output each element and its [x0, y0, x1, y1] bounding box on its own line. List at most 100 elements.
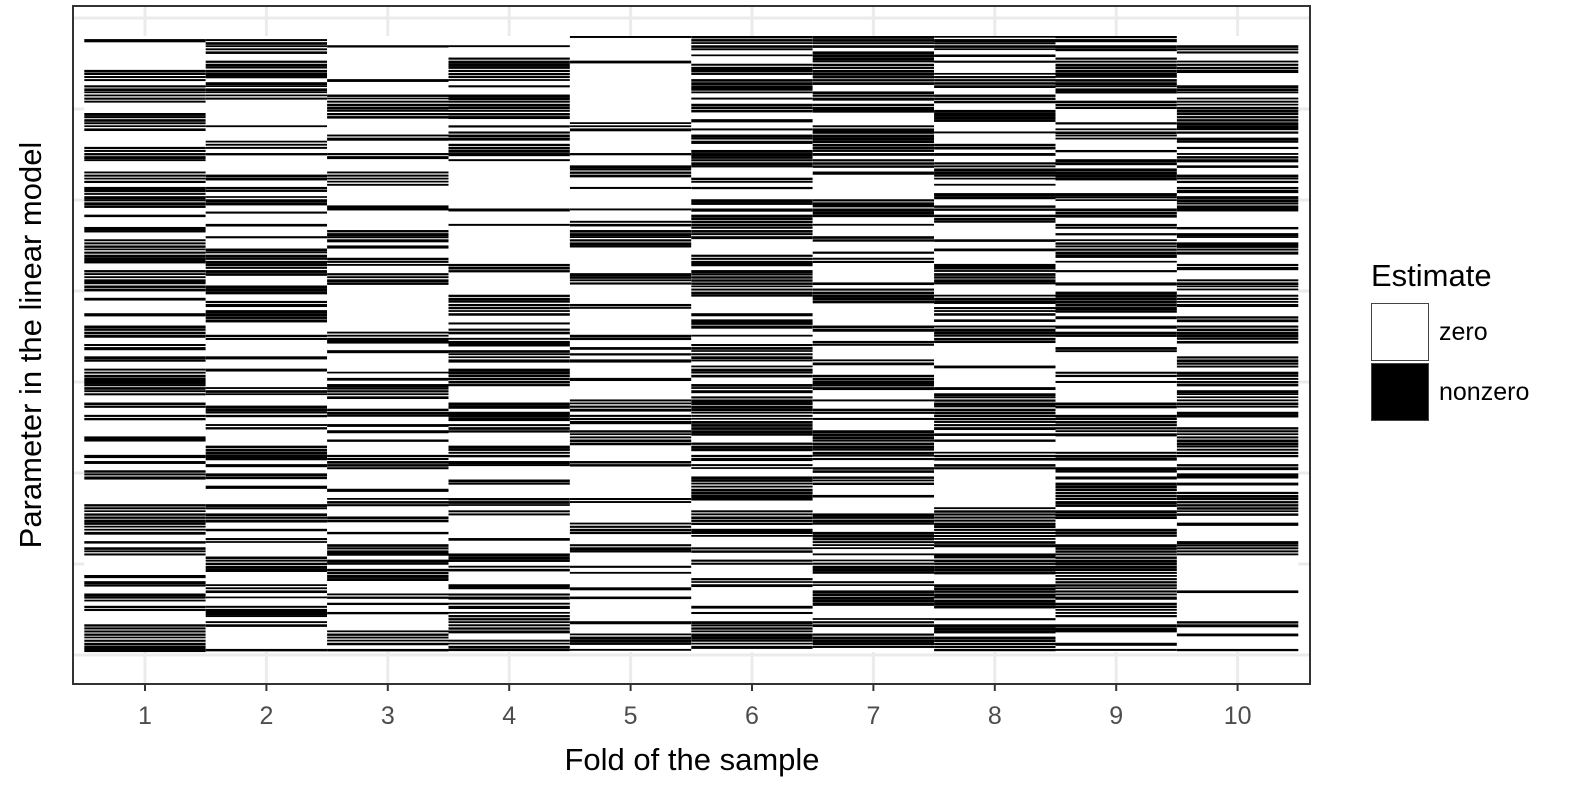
heatmap-cell-nonzero	[934, 220, 1056, 223]
heatmap-cell-nonzero	[691, 36, 813, 39]
heatmap-cell-nonzero	[205, 390, 328, 393]
heatmap-cell-nonzero	[84, 519, 206, 523]
heatmap-cell-nonzero	[1055, 282, 1177, 286]
heatmap-cell-nonzero	[205, 88, 328, 92]
heatmap-cell-nonzero	[1176, 550, 1299, 553]
heatmap-cell-nonzero	[1055, 251, 1177, 255]
heatmap-cell-nonzero	[327, 393, 449, 396]
heatmap-cell-nonzero	[812, 236, 935, 239]
heatmap-cell-nonzero	[569, 273, 692, 277]
heatmap-cell-nonzero	[205, 316, 328, 319]
heatmap-cell-nonzero	[84, 282, 206, 285]
heatmap-cell-nonzero	[327, 134, 449, 137]
heatmap-cell-nonzero	[569, 245, 692, 248]
heatmap-cell-nonzero	[812, 362, 935, 366]
heatmap-cell-nonzero	[934, 648, 1056, 652]
heatmap-cell-nonzero	[327, 276, 449, 279]
heatmap-cell-nonzero	[327, 387, 449, 390]
heatmap-cell-nonzero	[84, 584, 206, 587]
heatmap-cell-nonzero	[84, 196, 206, 200]
heatmap-cell-nonzero	[812, 211, 935, 215]
heatmap-cell-nonzero	[691, 414, 813, 417]
heatmap-cell-nonzero	[691, 350, 813, 352]
heatmap-cell-nonzero	[569, 565, 692, 568]
heatmap-cell-nonzero	[1055, 223, 1177, 227]
legend-swatch-zero	[1371, 303, 1429, 361]
heatmap-cell-nonzero	[448, 134, 570, 138]
heatmap-cell-nonzero	[1055, 239, 1177, 242]
heatmap-cell-nonzero	[1176, 411, 1299, 415]
heatmap-cell-nonzero	[327, 467, 449, 470]
heatmap-cell-nonzero	[84, 156, 206, 160]
heatmap-cell-nonzero	[812, 442, 935, 446]
heatmap-cell-nonzero	[448, 69, 570, 73]
heatmap-cell-nonzero	[691, 522, 813, 525]
heatmap-cell-nonzero	[812, 445, 935, 449]
heatmap-cell-nonzero	[84, 642, 206, 646]
heatmap-cell-nonzero	[84, 334, 206, 338]
heatmap-cell-nonzero	[691, 408, 813, 412]
heatmap-cell-nonzero	[1176, 300, 1299, 303]
heatmap-cell-nonzero	[1055, 494, 1177, 498]
heatmap-cell-nonzero	[84, 377, 206, 382]
heatmap-cell-nonzero	[327, 544, 449, 547]
heatmap-cell-nonzero	[1176, 436, 1299, 439]
heatmap-cell-nonzero	[812, 325, 935, 329]
heatmap-cell-nonzero	[812, 430, 935, 434]
heatmap-cell-nonzero	[934, 627, 1056, 631]
heatmap-cell-nonzero	[812, 593, 935, 597]
heatmap-cell-nonzero	[934, 109, 1056, 113]
heatmap-cell-nonzero	[691, 165, 813, 168]
heatmap-cell-nonzero	[327, 230, 449, 233]
heatmap-cell-nonzero	[1176, 294, 1299, 297]
heatmap-cell-nonzero	[1176, 177, 1299, 180]
heatmap-cell-nonzero	[569, 587, 692, 591]
heatmap-cell-nonzero	[84, 630, 206, 633]
heatmap-cell-nonzero	[448, 553, 570, 557]
heatmap-cell-nonzero	[1055, 470, 1177, 473]
heatmap-cell-nonzero	[1055, 193, 1177, 197]
heatmap-cell-nonzero	[934, 565, 1056, 569]
heatmap-cell-nonzero	[934, 562, 1056, 565]
heatmap-cell-nonzero	[448, 584, 570, 588]
heatmap-cell-nonzero	[812, 149, 935, 152]
heatmap-cell-nonzero	[1055, 208, 1177, 212]
heatmap-cell-nonzero	[1055, 482, 1177, 486]
heatmap-cell-nonzero	[1055, 498, 1177, 501]
heatmap-cell-nonzero	[1055, 491, 1177, 495]
heatmap-cell-nonzero	[812, 328, 935, 332]
heatmap-cell-nonzero	[812, 125, 935, 128]
heatmap-cell-nonzero	[1176, 267, 1299, 271]
heatmap-cell-nonzero	[691, 230, 813, 233]
heatmap-cell-nonzero	[1176, 88, 1299, 92]
heatmap-cell-nonzero	[691, 479, 813, 482]
heatmap-cell-nonzero	[691, 325, 813, 329]
x-tick-label: 10	[1224, 702, 1252, 730]
heatmap-cell-nonzero	[84, 636, 206, 639]
heatmap-cell-nonzero	[569, 522, 692, 525]
heatmap-cell-nonzero	[84, 128, 206, 132]
heatmap-cell-nonzero	[448, 131, 570, 134]
heatmap-cell-nonzero	[1176, 624, 1299, 628]
heatmap-cell-nonzero	[205, 556, 328, 560]
heatmap-cell-nonzero	[84, 97, 206, 100]
heatmap-cell-nonzero	[84, 226, 206, 231]
heatmap-cell-nonzero	[84, 79, 206, 82]
heatmap-cell-nonzero	[812, 97, 935, 101]
heatmap-cell-nonzero	[1055, 516, 1177, 520]
heatmap-cell-nonzero	[812, 513, 935, 517]
heatmap-cell-nonzero	[327, 177, 449, 180]
heatmap-cell-nonzero	[1176, 522, 1299, 526]
heatmap-cell-nonzero	[84, 359, 206, 362]
heatmap-cell-nonzero	[934, 393, 1056, 397]
heatmap-cell-nonzero	[84, 91, 206, 94]
heatmap-cell-nonzero	[691, 411, 813, 414]
heatmap-cell-nonzero	[1055, 260, 1177, 263]
heatmap-cell-nonzero	[569, 621, 692, 625]
heatmap-cell-nonzero	[1055, 103, 1177, 107]
heatmap-cell-nonzero	[812, 384, 935, 387]
heatmap-cell-nonzero	[812, 565, 935, 569]
heatmap-cell-nonzero	[691, 513, 813, 516]
heatmap-cell-nonzero	[448, 45, 570, 48]
heatmap-cell-nonzero	[934, 544, 1056, 548]
